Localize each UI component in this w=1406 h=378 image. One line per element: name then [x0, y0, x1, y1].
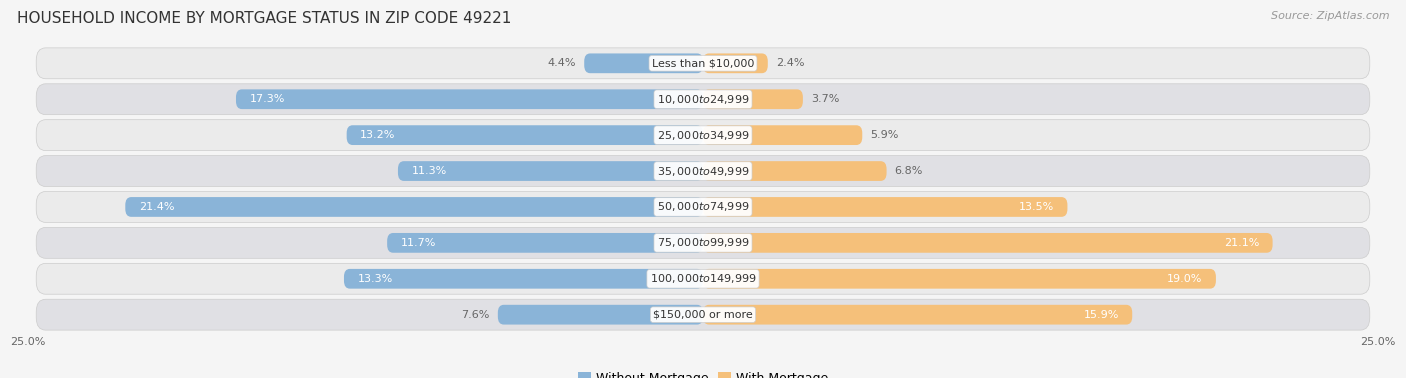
Text: 4.4%: 4.4% — [547, 58, 576, 68]
Text: $35,000 to $49,999: $35,000 to $49,999 — [657, 164, 749, 178]
Text: 3.7%: 3.7% — [811, 94, 839, 104]
FancyBboxPatch shape — [37, 228, 1369, 258]
FancyBboxPatch shape — [37, 192, 1369, 222]
Text: $10,000 to $24,999: $10,000 to $24,999 — [657, 93, 749, 106]
FancyBboxPatch shape — [703, 125, 862, 145]
FancyBboxPatch shape — [347, 125, 703, 145]
Text: 6.8%: 6.8% — [894, 166, 924, 176]
FancyBboxPatch shape — [703, 161, 887, 181]
Text: Source: ZipAtlas.com: Source: ZipAtlas.com — [1271, 11, 1389, 21]
Text: 13.2%: 13.2% — [360, 130, 395, 140]
FancyBboxPatch shape — [387, 233, 703, 253]
Text: 13.3%: 13.3% — [357, 274, 392, 284]
Text: HOUSEHOLD INCOME BY MORTGAGE STATUS IN ZIP CODE 49221: HOUSEHOLD INCOME BY MORTGAGE STATUS IN Z… — [17, 11, 512, 26]
Text: 21.1%: 21.1% — [1223, 238, 1260, 248]
Text: $150,000 or more: $150,000 or more — [654, 310, 752, 320]
FancyBboxPatch shape — [703, 89, 803, 109]
Legend: Without Mortgage, With Mortgage: Without Mortgage, With Mortgage — [574, 367, 832, 378]
Text: $25,000 to $34,999: $25,000 to $34,999 — [657, 129, 749, 142]
FancyBboxPatch shape — [236, 89, 703, 109]
Text: 2.4%: 2.4% — [776, 58, 804, 68]
Text: 17.3%: 17.3% — [249, 94, 285, 104]
FancyBboxPatch shape — [344, 269, 703, 289]
Text: Less than $10,000: Less than $10,000 — [652, 58, 754, 68]
FancyBboxPatch shape — [37, 84, 1369, 115]
Text: 21.4%: 21.4% — [139, 202, 174, 212]
FancyBboxPatch shape — [703, 233, 1272, 253]
Text: 5.9%: 5.9% — [870, 130, 898, 140]
Text: 11.7%: 11.7% — [401, 238, 436, 248]
FancyBboxPatch shape — [703, 305, 1132, 325]
Text: 11.3%: 11.3% — [412, 166, 447, 176]
FancyBboxPatch shape — [703, 269, 1216, 289]
FancyBboxPatch shape — [498, 305, 703, 325]
FancyBboxPatch shape — [37, 120, 1369, 150]
Text: 7.6%: 7.6% — [461, 310, 489, 320]
Text: 15.9%: 15.9% — [1084, 310, 1119, 320]
FancyBboxPatch shape — [585, 53, 703, 73]
FancyBboxPatch shape — [398, 161, 703, 181]
FancyBboxPatch shape — [37, 48, 1369, 79]
Text: $75,000 to $99,999: $75,000 to $99,999 — [657, 236, 749, 249]
FancyBboxPatch shape — [125, 197, 703, 217]
Text: $100,000 to $149,999: $100,000 to $149,999 — [650, 272, 756, 285]
Text: $50,000 to $74,999: $50,000 to $74,999 — [657, 200, 749, 214]
Text: 13.5%: 13.5% — [1019, 202, 1054, 212]
FancyBboxPatch shape — [703, 53, 768, 73]
FancyBboxPatch shape — [37, 263, 1369, 294]
FancyBboxPatch shape — [703, 197, 1067, 217]
Text: 19.0%: 19.0% — [1167, 274, 1202, 284]
FancyBboxPatch shape — [37, 299, 1369, 330]
FancyBboxPatch shape — [37, 156, 1369, 186]
